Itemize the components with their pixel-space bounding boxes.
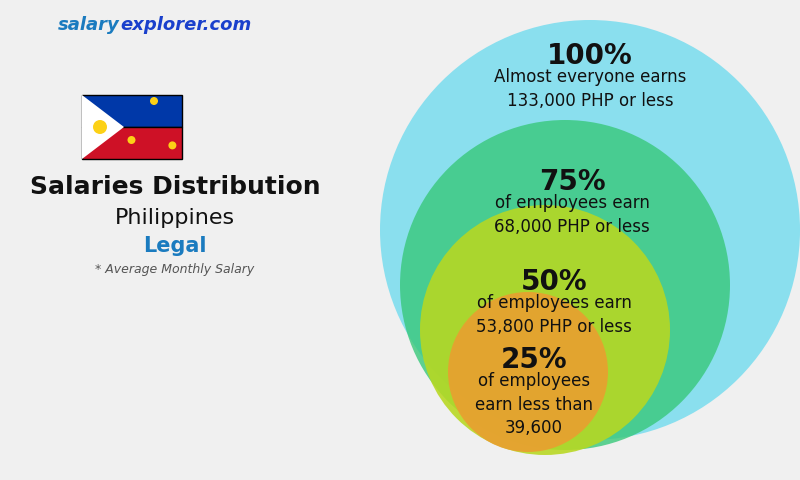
Circle shape — [127, 136, 135, 144]
FancyBboxPatch shape — [82, 95, 182, 127]
Text: 25%: 25% — [501, 346, 567, 374]
Circle shape — [448, 292, 608, 452]
FancyBboxPatch shape — [82, 127, 182, 159]
Text: Almost everyone earns
133,000 PHP or less: Almost everyone earns 133,000 PHP or les… — [494, 68, 686, 109]
Text: 100%: 100% — [547, 42, 633, 70]
Text: explorer.com: explorer.com — [120, 16, 251, 34]
FancyBboxPatch shape — [82, 95, 182, 159]
Text: 75%: 75% — [538, 168, 606, 196]
Text: of employees earn
53,800 PHP or less: of employees earn 53,800 PHP or less — [476, 294, 632, 336]
Text: of employees
earn less than
39,600: of employees earn less than 39,600 — [475, 372, 593, 437]
Circle shape — [93, 120, 107, 134]
Circle shape — [400, 120, 730, 450]
Text: * Average Monthly Salary: * Average Monthly Salary — [95, 263, 254, 276]
Text: Philippines: Philippines — [115, 208, 235, 228]
Text: salary: salary — [58, 16, 120, 34]
Polygon shape — [82, 95, 124, 159]
Text: Salaries Distribution: Salaries Distribution — [30, 175, 320, 199]
Circle shape — [150, 97, 158, 105]
Circle shape — [168, 142, 176, 149]
Text: of employees earn
68,000 PHP or less: of employees earn 68,000 PHP or less — [494, 194, 650, 236]
Circle shape — [420, 205, 670, 455]
Circle shape — [380, 20, 800, 440]
Text: Legal: Legal — [143, 236, 206, 256]
Text: 50%: 50% — [521, 268, 587, 296]
